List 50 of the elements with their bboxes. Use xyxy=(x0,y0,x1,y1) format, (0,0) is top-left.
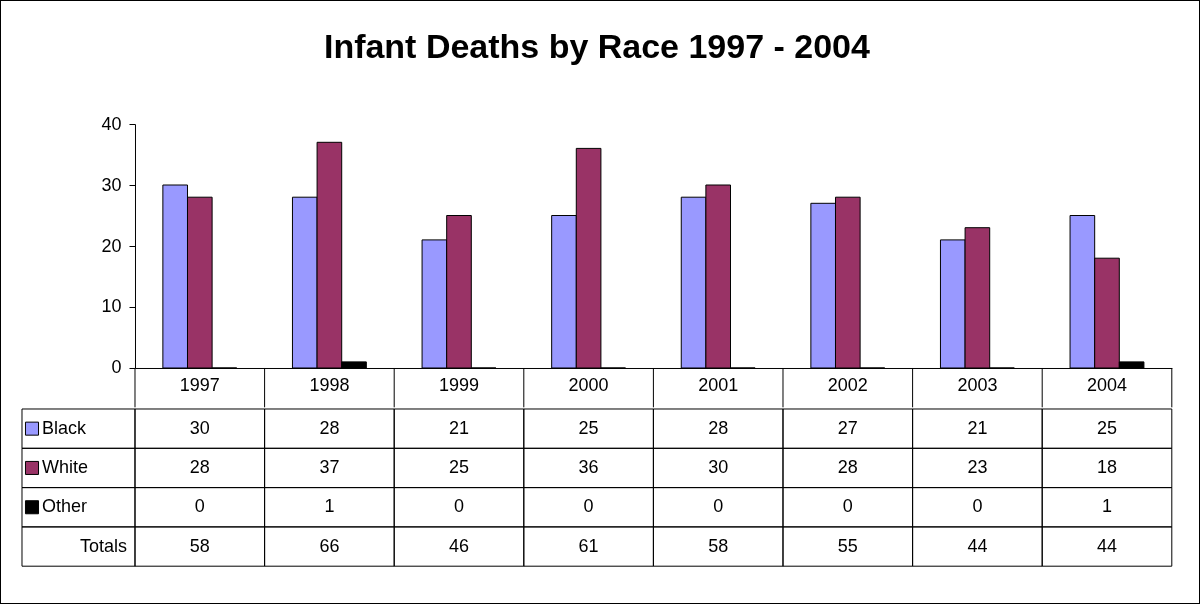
data-label: 0 xyxy=(194,496,205,517)
y-tick-label: 20 xyxy=(101,235,122,256)
data-label: 0 xyxy=(583,496,594,517)
data-label: 37 xyxy=(319,456,340,477)
data-label: 28 xyxy=(837,456,858,477)
text: 44 xyxy=(1096,535,1117,556)
data-label: 1 xyxy=(1101,496,1112,517)
x-tick-label: 2002 xyxy=(827,375,868,396)
text: Totals xyxy=(80,535,127,556)
y-tick-label: 40 xyxy=(101,113,122,134)
x-tick-label: 2003 xyxy=(957,375,998,396)
data-label: 21 xyxy=(448,417,470,438)
data-label: 25 xyxy=(448,456,470,477)
legend-label: Other xyxy=(42,496,87,517)
data-label: 36 xyxy=(578,456,599,477)
data-label: 23 xyxy=(967,456,988,477)
text: 66 xyxy=(319,535,340,556)
data-label: 21 xyxy=(967,417,988,438)
text: 58 xyxy=(189,535,210,556)
data-label: 28 xyxy=(189,456,210,477)
data-label: 30 xyxy=(189,417,210,438)
data-label: 25 xyxy=(578,417,599,438)
x-tick-label: 1997 xyxy=(179,375,220,396)
x-tick-label: 2004 xyxy=(1086,375,1127,396)
data-label: 30 xyxy=(708,456,729,477)
x-tick-label: 1999 xyxy=(438,375,480,396)
y-tick-label: 30 xyxy=(101,174,122,195)
text: 44 xyxy=(967,535,988,556)
y-tick-label: 0 xyxy=(111,357,122,378)
data-label: 0 xyxy=(842,496,853,517)
text: 61 xyxy=(578,535,599,556)
legend-label: Black xyxy=(42,417,87,438)
data-label: 28 xyxy=(319,417,340,438)
y-tick-label: 10 xyxy=(101,296,122,317)
data-label: 18 xyxy=(1096,456,1117,477)
data-label: 0 xyxy=(972,496,983,517)
data-label: 25 xyxy=(1096,417,1117,438)
text: 55 xyxy=(837,535,858,556)
data-label: 0 xyxy=(453,496,465,517)
data-label: 28 xyxy=(708,417,729,438)
x-tick-label: 2000 xyxy=(568,375,609,396)
chart-title: Infant Deaths by Race 1997 - 2004 xyxy=(323,27,870,65)
x-tick-label: 2001 xyxy=(698,375,739,396)
data-label: 1 xyxy=(324,496,335,517)
legend-label: White xyxy=(42,456,88,477)
x-tick-label: 1998 xyxy=(309,375,350,396)
text: 46 xyxy=(448,535,470,556)
data-label: 0 xyxy=(713,496,724,517)
text: 58 xyxy=(708,535,729,556)
data-label: 27 xyxy=(837,417,858,438)
